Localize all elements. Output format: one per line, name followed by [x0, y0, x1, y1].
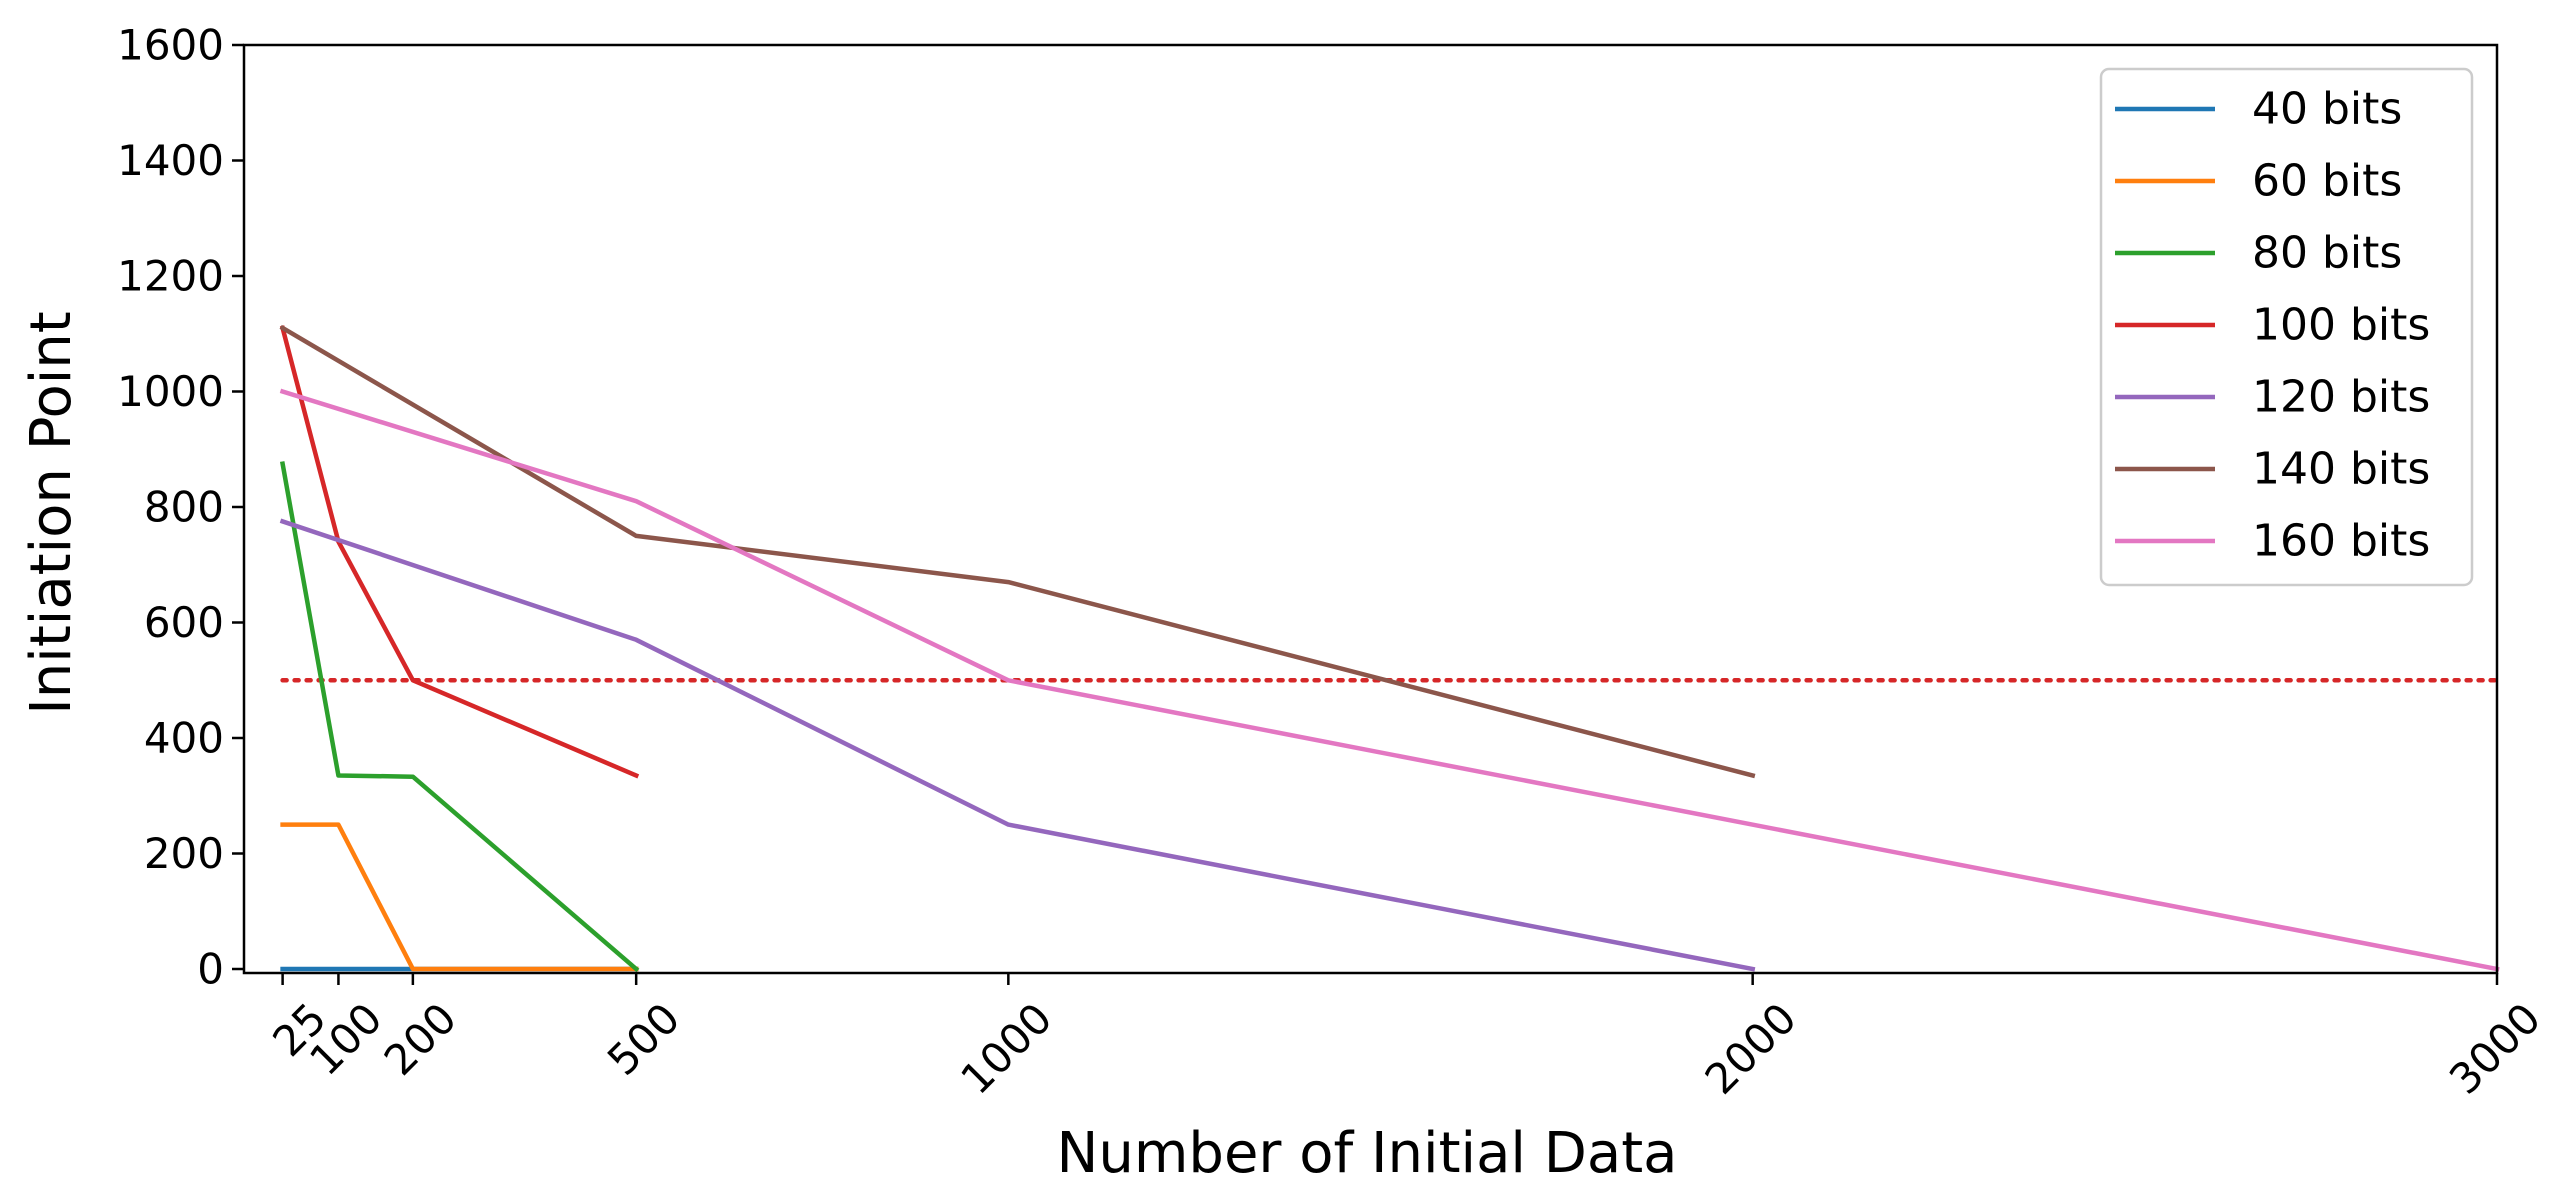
y-tick-label: 400: [144, 714, 224, 763]
series-line-3: [279, 325, 640, 779]
x-tick-label: 500: [598, 993, 689, 1084]
series-line-2: [279, 461, 640, 973]
legend-label: 120 bits: [2252, 372, 2430, 423]
x-tick-label: 2000: [1696, 993, 1806, 1103]
y-tick-label: 600: [144, 598, 224, 647]
legend-label: 100 bits: [2252, 300, 2430, 351]
y-tick-label: 200: [144, 829, 224, 878]
series-line-6: [279, 388, 2500, 972]
legend: 40 bits 60 bits 80 bits 100 bits 120 bits 140…: [2099, 67, 2474, 587]
x-tick-label: 3000: [2440, 993, 2550, 1103]
x-tick-label: 200: [375, 993, 466, 1084]
legend-label: 160 bits: [2252, 516, 2430, 567]
legend-label: 80 bits: [2252, 228, 2402, 279]
axes-frame: [242, 43, 2499, 975]
y-axis-title: Initiation Point: [19, 311, 84, 715]
y-tick-label: 1400: [117, 136, 224, 185]
y-tick-label: 1600: [117, 21, 224, 70]
y-tick-label: 800: [144, 483, 224, 532]
data-series-layer: [279, 324, 2500, 973]
x-axis-title: Number of Initial Data: [1056, 1121, 1677, 1186]
legend-label: 60 bits: [2252, 156, 2402, 207]
y-tick-label: 0: [197, 945, 224, 994]
y-tick-label: 1000: [117, 367, 224, 416]
legend-frame: [2099, 67, 2474, 587]
legend-label: 40 bits: [2252, 84, 2402, 135]
legend-label: 140 bits: [2252, 444, 2430, 495]
x-tick-label: 1000: [951, 993, 1061, 1103]
y-tick-label: 1200: [117, 252, 224, 301]
series-line-4: [279, 518, 1756, 972]
series-line-5: [279, 324, 1756, 779]
series-line-1: [280, 822, 639, 972]
